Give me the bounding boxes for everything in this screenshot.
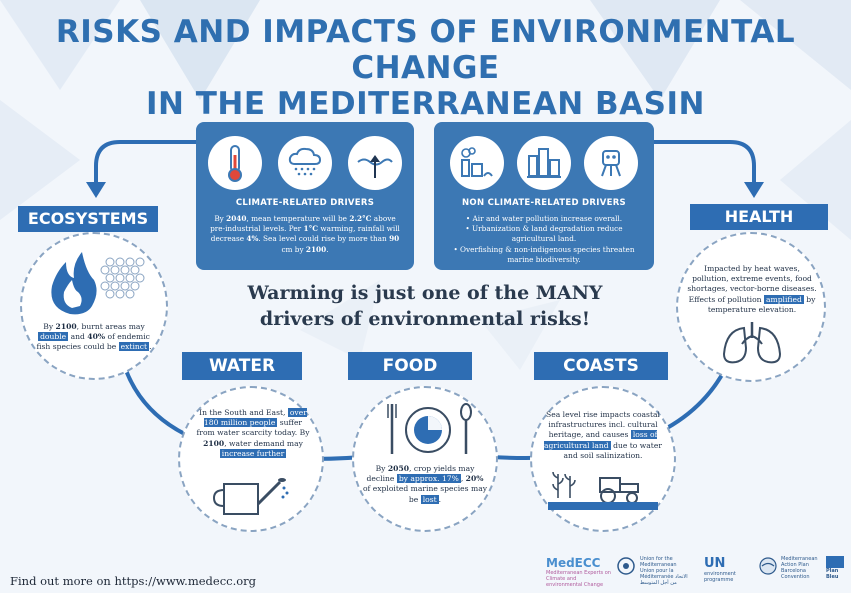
ufm-logo: Union for the Mediterranean Union pour l… bbox=[616, 556, 692, 590]
food-circle bbox=[352, 386, 498, 532]
thermometer-icon bbox=[208, 136, 262, 190]
ecosystems-circle bbox=[20, 232, 168, 380]
coasts-text: Sea level rise impacts coastal infrastru… bbox=[544, 410, 662, 460]
page-title: RISKS AND IMPACTS OF ENVIRONMENTAL CHANG… bbox=[0, 14, 851, 122]
tractor-crops-icon bbox=[548, 471, 658, 510]
list-item: • Urbanization & land degradation reduce… bbox=[465, 224, 623, 244]
plan-bleu-emblem-icon bbox=[826, 556, 844, 568]
medecc-logo: MedECC Mediterranean Experts on Climate … bbox=[546, 556, 611, 588]
water-banner: WATER bbox=[182, 352, 302, 380]
plate-cutlery-icon bbox=[387, 403, 472, 454]
rain-cloud-icon bbox=[278, 136, 332, 190]
map-emblem-icon bbox=[759, 557, 777, 575]
health-text: Impacted by heat waves, pollution, extre… bbox=[687, 264, 817, 314]
non-climate-drivers-heading: NON CLIMATE-RELATED DRIVERS bbox=[462, 198, 626, 208]
invasive-species-icon bbox=[584, 136, 638, 190]
watering-can-icon bbox=[212, 478, 289, 515]
map-logo: Mediterranean Action Plan Barcelona Conv… bbox=[758, 556, 824, 590]
coasts-banner: COASTS bbox=[534, 352, 668, 380]
list-item: • Air and water pollution increase overa… bbox=[465, 214, 623, 223]
non-climate-drivers-list: • Air and water pollution increase overa… bbox=[444, 214, 644, 265]
title-line-1: RISKS AND IMPACTS OF ENVIRONMENTAL CHANG… bbox=[55, 14, 796, 86]
health-banner: HEALTH bbox=[690, 204, 828, 230]
ecosystems-text: By 2100, burnt areas may double and 40% … bbox=[36, 322, 152, 352]
fire-fish-icon bbox=[51, 252, 145, 315]
title-line-2: IN THE MEDITERRANEAN BASIN bbox=[146, 86, 705, 122]
footer-link[interactable]: Find out more on https://www.medecc.org bbox=[10, 574, 257, 588]
lungs-icon bbox=[722, 322, 782, 364]
ufm-emblem-icon bbox=[617, 557, 635, 575]
unep-logo: UN environment programme bbox=[704, 556, 736, 583]
climate-drivers-heading: CLIMATE-RELATED DRIVERS bbox=[235, 198, 375, 208]
list-item: • Overfishing & non-indigenous species t… bbox=[453, 244, 635, 264]
food-text: By 2050, crop yields may decline by appr… bbox=[362, 464, 488, 504]
plan-bleu-logo: Plan Bleu bbox=[826, 556, 848, 590]
headline: Warming is just one of the MANY drivers … bbox=[247, 282, 603, 330]
health-circle bbox=[676, 232, 826, 382]
climate-drivers-text: By 2040, mean temperature will be 2.2°C … bbox=[210, 214, 400, 254]
climate-drivers-panel: CLIMATE-RELATED DRIVERS By 2040, mean te… bbox=[196, 122, 414, 270]
food-banner: FOOD bbox=[348, 352, 472, 380]
water-text: In the South and East, over 180 million … bbox=[196, 408, 310, 458]
ecosystems-banner: ECOSYSTEMS bbox=[18, 206, 158, 232]
city-buildings-icon bbox=[517, 136, 571, 190]
non-climate-drivers-panel: NON CLIMATE-RELATED DRIVERS • Air and wa… bbox=[434, 122, 654, 270]
factory-pollution-icon bbox=[450, 136, 504, 190]
sea-level-rise-icon bbox=[348, 136, 402, 190]
